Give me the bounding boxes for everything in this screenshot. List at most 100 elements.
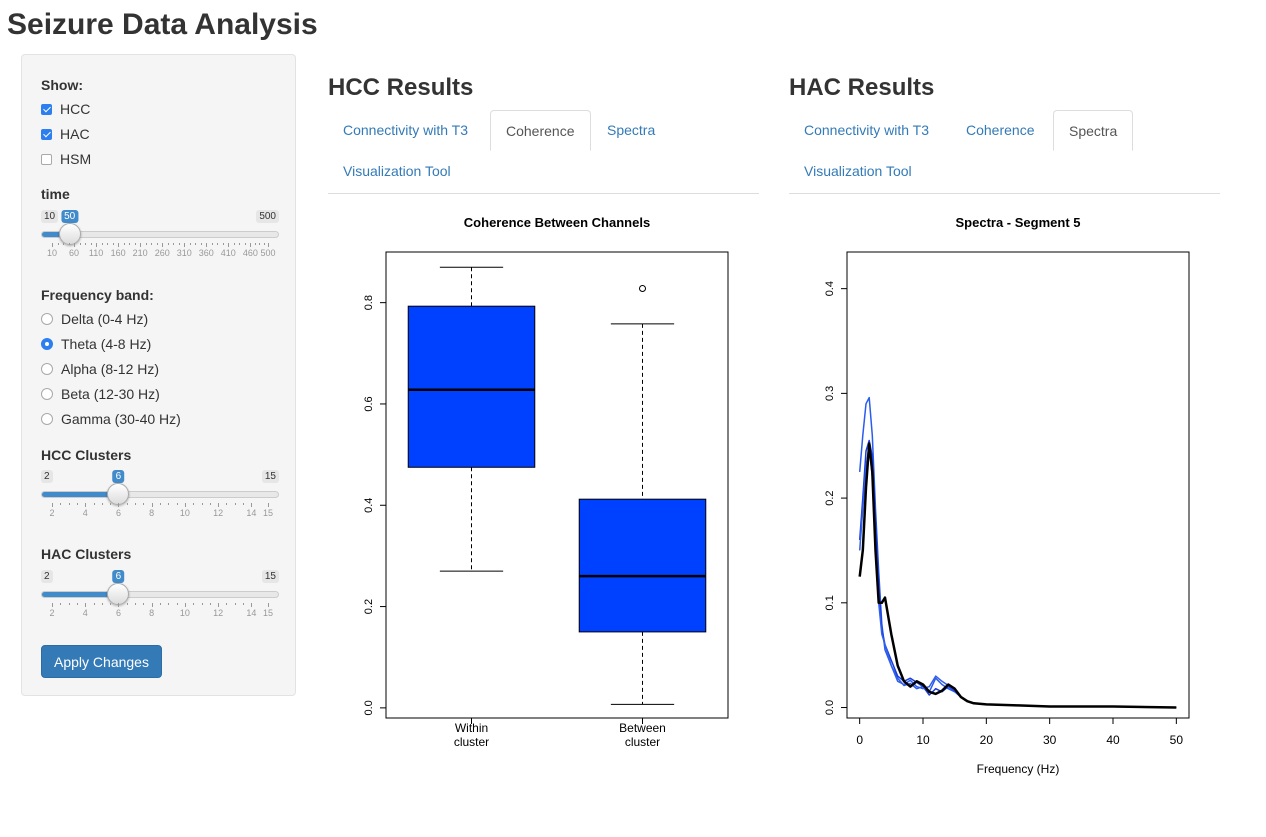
radio-delta[interactable]: Delta (0-4 Hz) (41, 311, 148, 327)
checkbox-icon[interactable] (41, 128, 52, 140)
slider-minor-tick (76, 503, 78, 505)
checkbox-icon[interactable] (41, 153, 52, 165)
slider-minor-tick (156, 243, 158, 245)
y-tick-label: 0.1 (824, 595, 836, 610)
y-tick-label: 0.8 (363, 295, 375, 310)
show-hac-checkbox[interactable]: HAC (41, 126, 90, 142)
slider-minor-tick (193, 503, 195, 505)
slider-minor-tick (160, 603, 161, 605)
x-tick-label: 20 (980, 733, 994, 747)
slider-minor-tick (193, 603, 195, 605)
slider-minor-tick (226, 603, 228, 605)
slider-tick (162, 243, 164, 247)
slider-minor-tick (211, 243, 213, 245)
slider-track[interactable] (41, 231, 279, 238)
slider-max: 500 (256, 210, 279, 223)
slider-minor-tick (222, 243, 224, 245)
slider-minor-tick (263, 243, 265, 245)
radio-icon[interactable] (41, 338, 53, 350)
x-tick-label: 30 (1043, 733, 1057, 747)
tab-visualization[interactable]: Visualization Tool (804, 163, 912, 179)
slider-minor-tick (168, 603, 170, 605)
radio-alpha[interactable]: Alpha (8-12 Hz) (41, 361, 159, 377)
slider-tick (206, 243, 208, 247)
x-tick-label: 10 (916, 733, 930, 747)
slider-minor-tick (254, 243, 256, 245)
slider-tick-label: 10 (179, 508, 190, 518)
slider-track[interactable] (41, 491, 279, 498)
slider-tick (268, 243, 269, 247)
tab-spectra[interactable]: Spectra (1053, 110, 1134, 151)
slider-tick-label: 210 (132, 248, 148, 258)
show-hcc-checkbox[interactable]: HCC (41, 101, 90, 117)
y-tick-label: 0.6 (363, 396, 375, 411)
radio-label: Theta (4-8 Hz) (61, 336, 152, 352)
slider-tick-label: 12 (213, 608, 224, 618)
slider-tick-label: 4 (82, 608, 88, 618)
y-tick-label: 0.2 (363, 599, 375, 614)
radio-icon[interactable] (41, 388, 53, 400)
tab-connectivity[interactable]: Connectivity with T3 (804, 122, 930, 138)
slider-tick (118, 603, 120, 607)
radio-icon[interactable] (41, 313, 53, 325)
slider-tick (268, 603, 269, 607)
y-tick-label: 0.2 (824, 490, 836, 505)
radio-icon[interactable] (41, 363, 53, 375)
slider-minor-tick (85, 243, 87, 245)
slider-tick-label: 260 (154, 248, 170, 258)
slider-minor-tick (110, 503, 112, 505)
slider-minor-tick (79, 243, 81, 245)
slider-tick-label: 460 (242, 248, 258, 258)
slider-handle[interactable] (58, 223, 81, 245)
tab-coherence[interactable]: Coherence (490, 110, 591, 151)
radio-icon[interactable] (41, 413, 53, 425)
slider-track[interactable] (41, 591, 279, 598)
slider-tick (140, 243, 142, 247)
y-tick-label: 0.3 (824, 386, 836, 401)
slider-tick (52, 603, 53, 607)
time-slider[interactable]: 10 500 50 10 60 110 160 210 260 310 360 410 460 50… (41, 210, 279, 270)
slider-minor-tick (234, 603, 236, 605)
slider-minor-tick (189, 243, 191, 245)
slider-tick-label: 2 (49, 508, 55, 518)
tab-visualization[interactable]: Visualization Tool (343, 163, 451, 179)
slider-max: 15 (261, 470, 279, 483)
hac-clusters-slider[interactable]: 2 15 6 2 4 6 8 10 12 14 15 (41, 570, 279, 630)
slider-tick (251, 603, 253, 607)
slider-tick (151, 603, 153, 607)
slider-minor-tick (178, 243, 180, 245)
slider-ticks (41, 603, 279, 609)
slider-fill (42, 592, 120, 597)
box (407, 305, 536, 468)
slider-minor-tick (201, 503, 203, 505)
slider-minor-tick (195, 243, 197, 245)
slider-minor-tick (93, 603, 95, 605)
radio-beta[interactable]: Beta (12-30 Hz) (41, 386, 160, 402)
checkbox-icon[interactable] (41, 103, 52, 115)
slider-tick-label: 10 (46, 248, 58, 258)
tab-coherence[interactable]: Coherence (966, 122, 1035, 138)
radio-theta[interactable]: Theta (4-8 Hz) (41, 336, 151, 352)
slider-handle[interactable] (107, 583, 130, 605)
slider-minor-tick (60, 503, 62, 505)
slider-tick (184, 243, 186, 247)
apply-changes-button[interactable]: Apply Changes (41, 645, 162, 678)
slider-minor-tick (226, 503, 228, 505)
tab-spectra[interactable]: Spectra (607, 122, 656, 138)
x-tick-label: 40 (1106, 733, 1120, 747)
slider-tick-label: 60 (69, 248, 80, 258)
slider-ticks (41, 243, 279, 249)
slider-tick (218, 603, 220, 607)
radio-gamma[interactable]: Gamma (30-40 Hz) (41, 411, 181, 427)
show-hsm-checkbox[interactable]: HSM (41, 151, 91, 167)
slider-tick-label: 360 (198, 248, 214, 258)
tab-connectivity[interactable]: Connectivity with T3 (343, 122, 469, 138)
hcc-clusters-slider[interactable]: 2 15 6 2 4 6 8 10 12 14 15 (41, 470, 279, 530)
slider-minor-tick (217, 243, 219, 245)
y-tick-label: 0.4 (363, 498, 375, 513)
slider-minor-tick (209, 603, 211, 605)
slider-tick-labels: 2 4 6 8 10 12 14 15 (41, 608, 279, 618)
radio-label: Beta (12-30 Hz) (61, 386, 160, 402)
slider-tick (96, 243, 98, 247)
slider-handle[interactable] (107, 483, 130, 505)
